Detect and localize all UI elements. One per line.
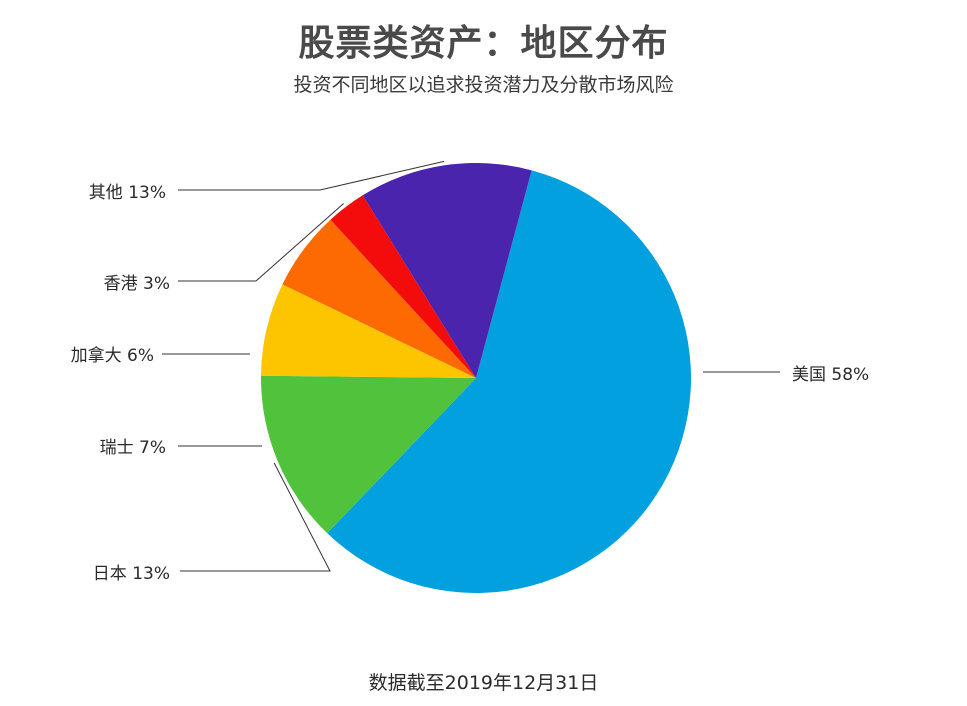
leader-line-5: [178, 203, 344, 282]
slice-label-1: 美国 58%: [792, 365, 869, 385]
pie-slice-3: [261, 284, 476, 378]
chart-title: 股票类资产：地区分布: [298, 23, 669, 64]
pie-slices: [261, 162, 691, 594]
pie-slice-4: [282, 219, 476, 378]
slice-label-4: 加拿大 6%: [71, 345, 154, 366]
slice-label-6: 其他 13%: [89, 183, 166, 203]
data-date-note: 数据截至2019年12月31日: [368, 672, 599, 694]
pie-slice-2: [261, 375, 476, 534]
slice-label-2: 日本 13%: [93, 564, 170, 584]
leader-lines: [162, 160, 780, 572]
chart-subtitle: 投资不同地区以追求投资潜力及分散市场风险: [293, 74, 674, 96]
pie-slice-1: [327, 170, 691, 594]
slice-label-3: 瑞士 7%: [100, 438, 166, 458]
pie-slice-5: [330, 195, 476, 378]
slice-label-5: 香港 3%: [104, 274, 170, 294]
slice-labels: 美国 58% 日本 13% 瑞士 7% 加拿大 6% 香港 3% 其他 13%: [71, 183, 870, 584]
pie-slice-6: [362, 162, 532, 378]
leader-line-6: [178, 160, 445, 191]
leader-line-2: [180, 462, 331, 572]
